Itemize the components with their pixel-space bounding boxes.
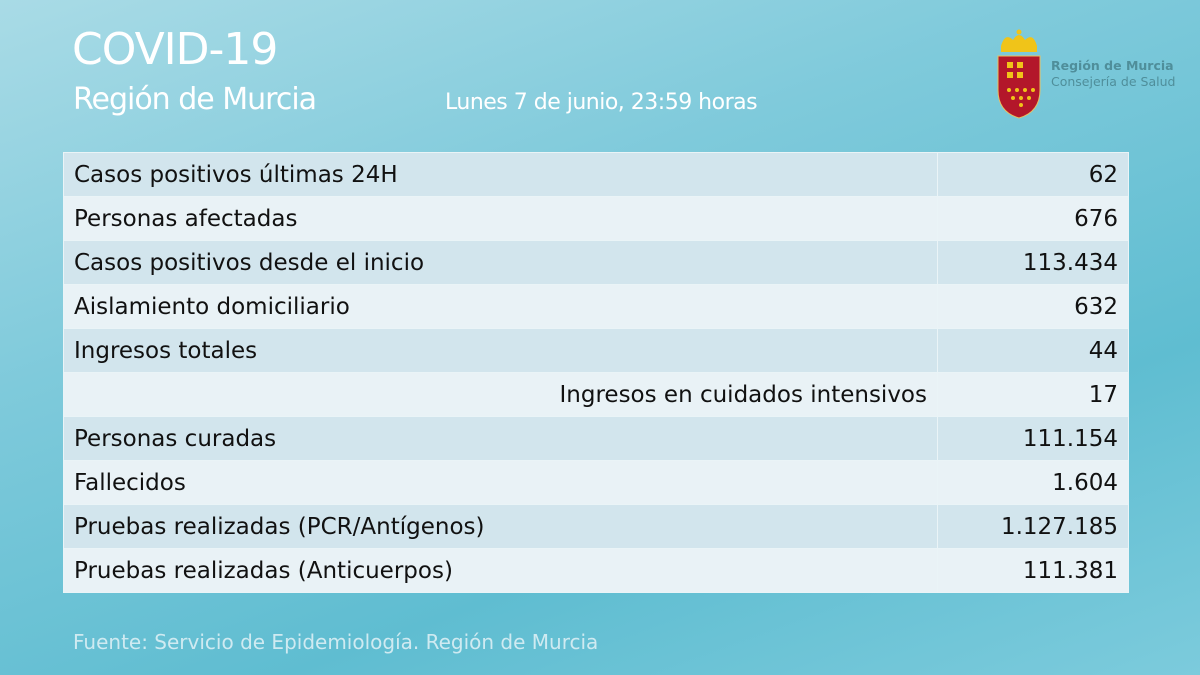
row-value: 632	[937, 284, 1129, 329]
row-label: Personas afectadas	[63, 196, 938, 241]
region-logo: Región de Murcia Consejería de Salud	[995, 28, 1175, 120]
logo-department: Consejería de Salud	[1051, 74, 1176, 89]
region-subtitle: Región de Murcia	[73, 82, 317, 117]
row-label: Pruebas realizadas (Anticuerpos)	[63, 548, 938, 593]
row-label: Aislamiento domiciliario	[63, 284, 938, 329]
row-value: 17	[937, 372, 1129, 417]
row-value: 44	[937, 328, 1129, 373]
row-value: 1.127.185	[937, 504, 1129, 549]
row-label: Ingresos en cuidados intensivos	[63, 372, 938, 417]
table-row: Pruebas realizadas (Anticuerpos) 111.381	[63, 548, 1129, 593]
table-row: Fallecidos 1.604	[63, 460, 1129, 505]
table-row: Casos positivos desde el inicio 113.434	[63, 240, 1129, 285]
table-row: Ingresos en cuidados intensivos 17	[63, 372, 1129, 417]
table-row: Ingresos totales 44	[63, 328, 1129, 373]
row-label: Casos positivos últimas 24H	[63, 152, 938, 197]
page-title: COVID-19	[72, 24, 278, 75]
row-value: 62	[937, 152, 1129, 197]
row-label: Personas curadas	[63, 416, 938, 461]
table-row: Pruebas realizadas (PCR/Antígenos) 1.127.…	[63, 504, 1129, 549]
row-label: Pruebas realizadas (PCR/Antígenos)	[63, 504, 938, 549]
row-value: 113.434	[937, 240, 1129, 285]
row-label: Ingresos totales	[63, 328, 938, 373]
row-value: 676	[937, 196, 1129, 241]
row-value: 1.604	[937, 460, 1129, 505]
covid-stats-table: Casos positivos últimas 24H 62 Personas af…	[63, 152, 1129, 593]
table-row: Personas afectadas 676	[63, 196, 1129, 241]
table-row: Aislamiento domiciliario 632	[63, 284, 1129, 329]
source-note: Fuente: Servicio de Epidemiología. Regió…	[73, 630, 599, 654]
table-row: Casos positivos últimas 24H 62	[63, 152, 1129, 197]
coat-of-arms-icon	[997, 29, 1041, 119]
row-value: 111.154	[937, 416, 1129, 461]
report-date: Lunes 7 de junio, 23:59 horas	[445, 90, 758, 115]
row-value: 111.381	[937, 548, 1129, 593]
logo-region-name: Región de Murcia	[1051, 58, 1174, 73]
row-label: Casos positivos desde el inicio	[63, 240, 938, 285]
table-row: Personas curadas 111.154	[63, 416, 1129, 461]
row-label: Fallecidos	[63, 460, 938, 505]
